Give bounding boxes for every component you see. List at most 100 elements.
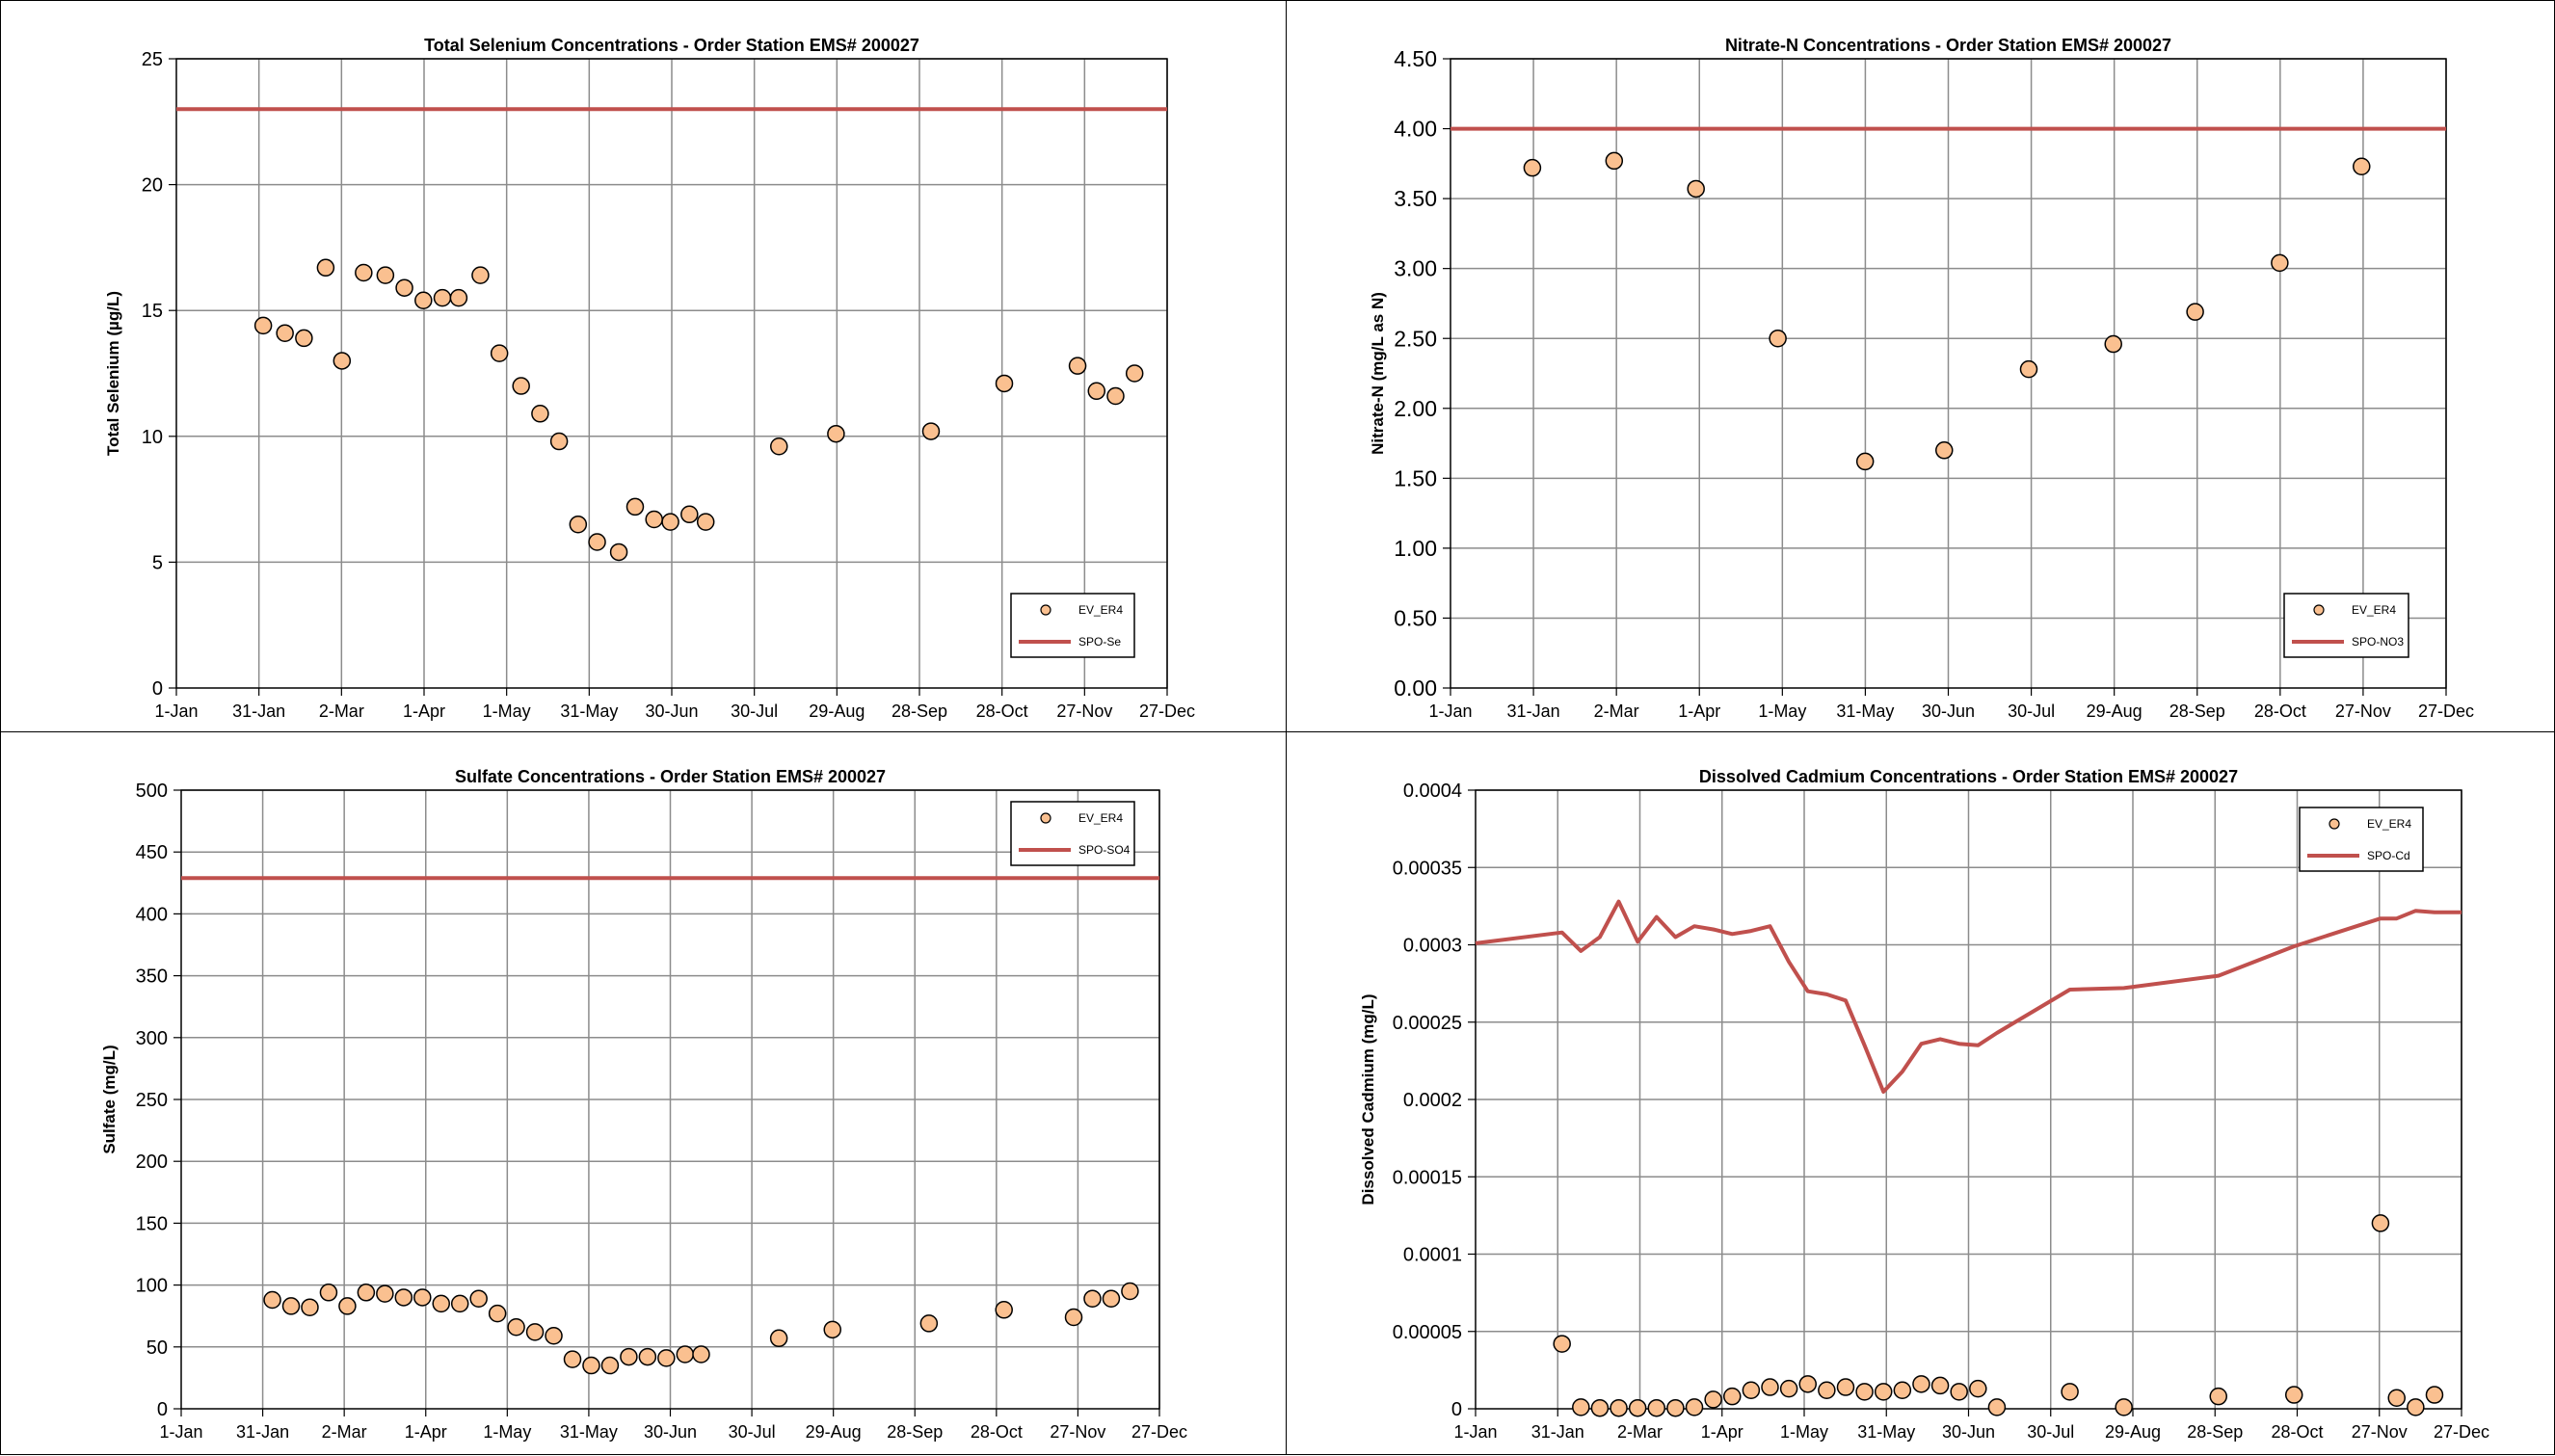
data-point bbox=[357, 1284, 376, 1302]
data-point bbox=[253, 316, 273, 335]
data-point bbox=[2104, 334, 2122, 354]
data-point bbox=[471, 266, 490, 284]
data-point bbox=[449, 288, 468, 307]
data-point bbox=[1987, 1398, 2007, 1416]
data-point bbox=[355, 263, 373, 282]
data-point bbox=[827, 424, 845, 443]
data-point bbox=[588, 533, 606, 551]
x-tick-label: 27-Dec bbox=[2434, 1422, 2489, 1442]
y-tick-label: 0.00025 bbox=[1393, 1013, 1462, 1034]
data-point bbox=[376, 1284, 394, 1303]
data-point bbox=[2209, 1387, 2228, 1406]
legend-label: SPO-SO4 bbox=[1078, 843, 1131, 857]
data-point bbox=[692, 1345, 710, 1363]
legend-marker bbox=[2329, 818, 2340, 830]
data-point bbox=[1628, 1398, 1647, 1417]
x-tick-label: 27-Nov bbox=[2352, 1422, 2408, 1442]
data-point bbox=[1083, 1289, 1102, 1308]
x-tick-label: 30-Jul bbox=[2008, 702, 2055, 721]
data-point bbox=[1935, 441, 1954, 460]
data-point bbox=[525, 1323, 545, 1341]
x-tick-label: 27-Dec bbox=[1139, 702, 1195, 721]
x-tick-label: 28-Oct bbox=[976, 702, 1028, 721]
legend: EV_ER4 SPO-Se bbox=[1010, 593, 1135, 658]
data-point bbox=[507, 1318, 525, 1337]
sulfate-chart: Sulfate Concentrations - Order Station E… bbox=[100, 767, 1187, 1442]
data-point bbox=[1553, 1335, 1571, 1353]
data-point bbox=[1685, 1398, 1704, 1416]
data-point bbox=[2061, 1383, 2079, 1401]
x-tick-label: 1-May bbox=[1758, 702, 1806, 721]
x-tick-label: 31-May bbox=[560, 702, 618, 721]
gridlines bbox=[1476, 789, 2462, 1409]
x-tick-label: 1-Apr bbox=[403, 702, 445, 721]
data-point bbox=[1798, 1375, 1817, 1393]
x-tick-label: 30-Jul bbox=[731, 702, 778, 721]
legend: EV_ER4 SPO-Cd bbox=[2299, 807, 2424, 872]
data-point bbox=[450, 1294, 469, 1313]
chart-title: Nitrate-N Concentrations - Order Station… bbox=[1725, 36, 2171, 55]
chart-panel-selenium: Total Selenium Concentrations - Order St… bbox=[0, 0, 1287, 732]
y-tick-label: 0.50 bbox=[1394, 605, 1437, 630]
data-point bbox=[638, 1347, 657, 1366]
data-point bbox=[657, 1349, 676, 1367]
data-point bbox=[696, 513, 715, 531]
data-point bbox=[1523, 158, 1542, 177]
data-point bbox=[413, 1288, 432, 1307]
data-point bbox=[414, 291, 433, 310]
chart-panel-nitrate: Nitrate-N Concentrations - Order Station… bbox=[1286, 0, 2555, 732]
data-point bbox=[333, 352, 352, 370]
y-tick-label: 20 bbox=[142, 175, 163, 197]
y-tick-label: 0.00005 bbox=[1393, 1322, 1462, 1343]
legend-label: SPO-Cd bbox=[2367, 849, 2410, 862]
data-point bbox=[1893, 1381, 1912, 1399]
x-tick-label: 1-May bbox=[1780, 1422, 1828, 1442]
x-tick-label: 30-Jul bbox=[729, 1422, 776, 1442]
legend: EV_ER4 SPO-NO3 bbox=[2283, 593, 2409, 658]
data-point bbox=[469, 1289, 488, 1308]
legend-marker bbox=[2313, 604, 2325, 616]
y-tick-label: 350 bbox=[136, 966, 168, 988]
legend-label: SPO-Se bbox=[1078, 635, 1121, 649]
x-tick-label: 30-Jun bbox=[1922, 702, 1975, 721]
x-tick-label: 30-Jul bbox=[2027, 1422, 2074, 1442]
y-tick-label: 0 bbox=[157, 1399, 168, 1420]
chart-title: Dissolved Cadmium Concentrations - Order… bbox=[1699, 767, 2238, 786]
chart-panel-sulfate: Sulfate Concentrations - Order Station E… bbox=[0, 731, 1287, 1455]
data-point bbox=[319, 1284, 338, 1302]
x-tick-label: 29-Aug bbox=[2087, 702, 2142, 721]
data-point bbox=[295, 329, 313, 348]
data-point bbox=[680, 505, 699, 524]
y-tick-label: 300 bbox=[136, 1028, 168, 1049]
x-tick-label: 1-May bbox=[483, 702, 531, 721]
data-point bbox=[1969, 1379, 1987, 1398]
x-tick-label: 1-Jan bbox=[1428, 702, 1472, 721]
series-points-ev_er4 bbox=[1553, 1214, 2444, 1417]
data-point bbox=[2387, 1389, 2406, 1408]
data-point bbox=[1687, 179, 1705, 199]
x-tick-label: 31-Jan bbox=[236, 1422, 289, 1442]
y-tick-label: 0.0001 bbox=[1403, 1245, 1462, 1266]
y-tick-label: 450 bbox=[136, 842, 168, 863]
data-point bbox=[2271, 253, 2289, 273]
x-tick-label: 31-Jan bbox=[1507, 702, 1560, 721]
x-tick-label: 30-Jun bbox=[644, 1422, 697, 1442]
y-tick-label: 500 bbox=[136, 781, 168, 802]
data-point bbox=[582, 1356, 600, 1375]
data-point bbox=[394, 1288, 413, 1307]
data-point bbox=[1125, 364, 1144, 383]
x-tick-label: 2-Mar bbox=[1594, 702, 1639, 721]
y-tick-label: 4.00 bbox=[1394, 117, 1437, 142]
data-point bbox=[488, 1304, 507, 1323]
data-point bbox=[545, 1326, 563, 1345]
y-tick-label: 0.0004 bbox=[1403, 781, 1462, 802]
data-point bbox=[1666, 1398, 1685, 1417]
y-tick-label: 200 bbox=[136, 1152, 168, 1173]
data-point bbox=[919, 1314, 939, 1333]
data-point bbox=[1836, 1378, 1855, 1396]
data-point bbox=[1704, 1390, 1722, 1409]
x-tick-label: 28-Sep bbox=[887, 1422, 943, 1442]
data-point bbox=[1818, 1381, 1836, 1399]
y-tick-label: 1.00 bbox=[1394, 536, 1437, 561]
data-point bbox=[276, 324, 294, 342]
